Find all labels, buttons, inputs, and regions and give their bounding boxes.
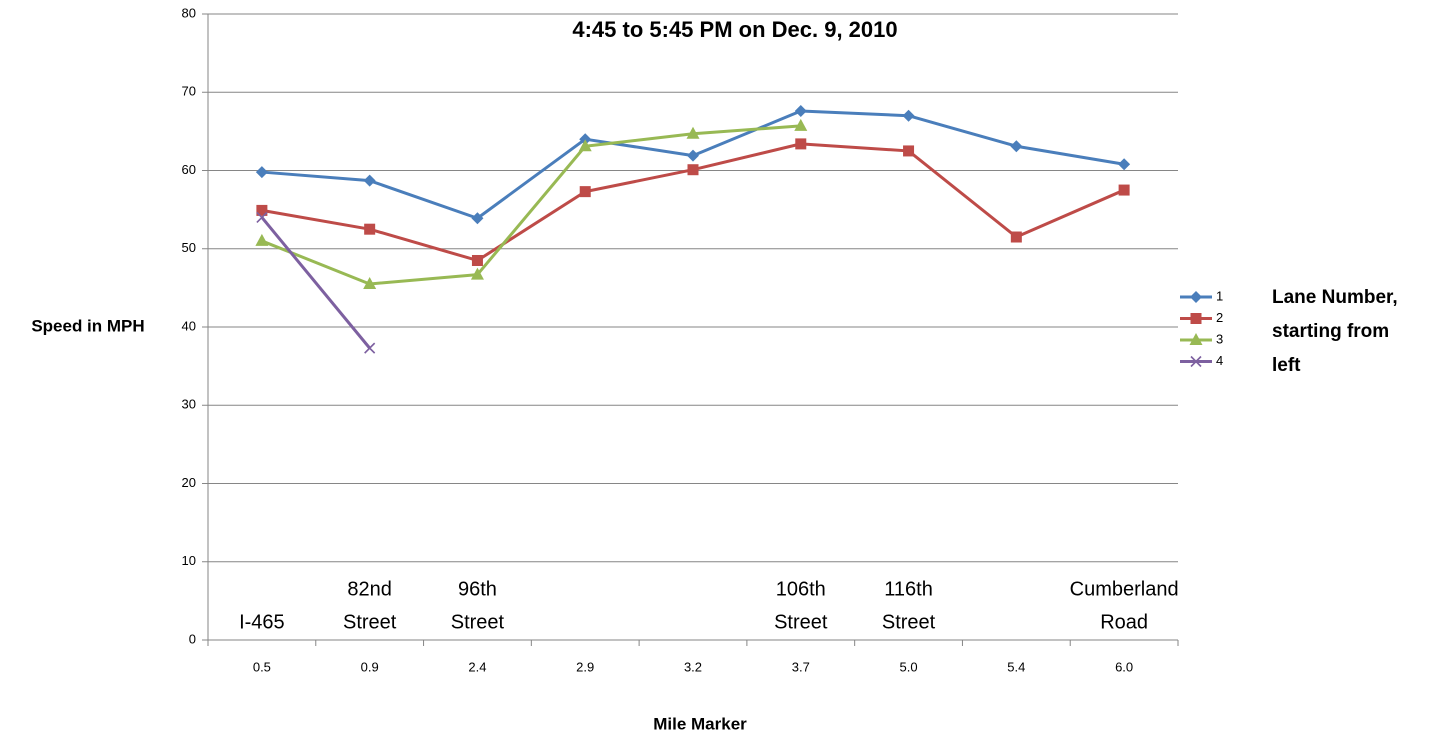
chart-title: 4:45 to 5:45 PM on Dec. 9, 2010: [572, 17, 897, 42]
point: [686, 126, 700, 139]
series-line: [261, 124, 801, 286]
y-tick-label: 30: [182, 397, 196, 412]
legend-title: Lane Number,: [1272, 287, 1398, 308]
point: [1118, 158, 1131, 171]
y-tick-label: 0: [189, 631, 196, 646]
point: [255, 166, 268, 179]
legend-label: 2: [1216, 310, 1223, 325]
legend-marker: [1190, 355, 1202, 368]
y-tick-label: 80: [182, 5, 196, 20]
point: [1010, 140, 1023, 153]
legend-label: 1: [1216, 288, 1223, 303]
legend-marker: [1190, 291, 1202, 303]
landmark-label: Street: [451, 611, 505, 633]
y-tick-label: 40: [182, 318, 196, 333]
point: [687, 149, 699, 162]
y-tick-label: 10: [182, 553, 196, 568]
point: [471, 254, 483, 266]
landmark-label: Road: [1100, 611, 1148, 633]
point: [794, 105, 807, 118]
point: [1010, 231, 1022, 243]
point: [363, 276, 377, 289]
point: [364, 223, 376, 235]
x-tick-label: 3.2: [684, 659, 702, 674]
point: [470, 267, 484, 280]
x-tick-label: 0.9: [361, 659, 379, 674]
landmark-label: I-465: [239, 611, 285, 633]
y-tick-label: 60: [182, 162, 196, 177]
landmark-label: 96th: [458, 578, 497, 600]
x-tick-label: 5.4: [1007, 659, 1025, 674]
legend-label: 4: [1216, 353, 1223, 368]
point: [256, 211, 268, 224]
legend-marker: [1189, 333, 1203, 345]
point: [471, 212, 484, 225]
point: [903, 145, 915, 157]
landmark-label: Street: [343, 611, 397, 633]
landmark-label: 82nd: [347, 578, 392, 600]
point: [794, 118, 808, 131]
y-tick-label: 20: [182, 475, 196, 490]
x-tick-label: 5.0: [900, 659, 918, 674]
series-line: [260, 216, 371, 350]
legend-marker: [1190, 313, 1202, 324]
y-axis-label: Speed in MPH: [31, 316, 144, 335]
landmark-label: Street: [882, 611, 936, 633]
x-tick-label: 2.9: [576, 659, 594, 674]
y-tick-label: 70: [182, 84, 196, 99]
point: [579, 186, 591, 198]
x-tick-label: 3.7: [792, 659, 810, 674]
legend-title: left: [1272, 355, 1301, 376]
point: [364, 342, 376, 354]
point: [578, 139, 592, 152]
legend-label: 3: [1216, 331, 1223, 346]
x-tick-label: 0.5: [253, 659, 271, 674]
landmark-label: 106th: [776, 578, 826, 600]
point: [902, 109, 915, 122]
landmark-label: Street: [774, 611, 828, 633]
point: [579, 133, 592, 146]
legend-title: starting from: [1272, 321, 1389, 342]
point: [255, 233, 269, 246]
x-tick-label: 6.0: [1115, 659, 1133, 674]
point: [1118, 184, 1130, 196]
landmark-label: 116th: [884, 578, 933, 600]
y-tick-label: 50: [182, 240, 196, 255]
point: [256, 204, 268, 216]
point: [795, 138, 807, 150]
point: [363, 174, 376, 187]
point: [687, 164, 699, 176]
x-tick-label: 2.4: [468, 659, 486, 674]
landmark-label: Cumberland: [1070, 578, 1179, 600]
x-axis-label: Mile Marker: [653, 714, 747, 733]
